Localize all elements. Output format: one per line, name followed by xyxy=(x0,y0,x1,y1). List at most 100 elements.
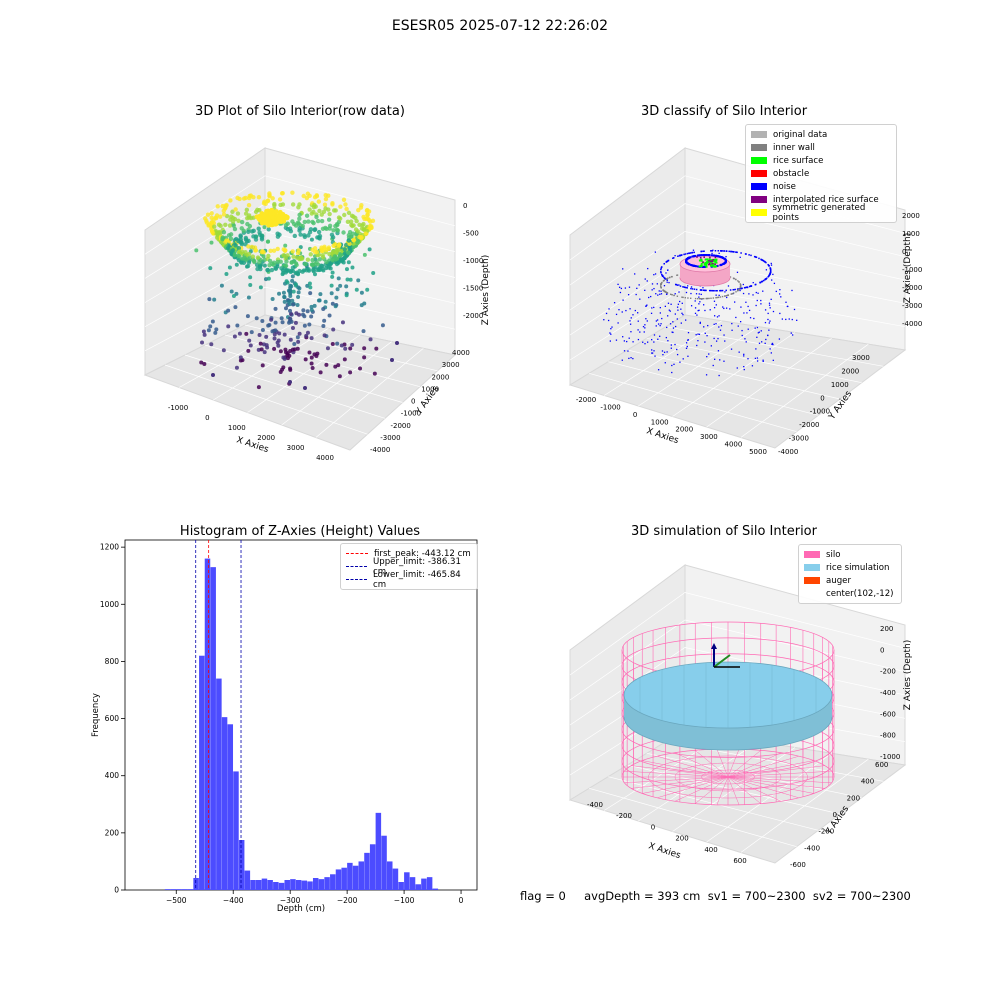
data-point xyxy=(254,316,259,321)
noise-point xyxy=(700,293,702,296)
data-point xyxy=(256,226,261,231)
rice-simulation-surface xyxy=(623,661,833,751)
noise-point xyxy=(764,309,767,311)
data-point xyxy=(284,350,289,355)
data-point xyxy=(364,216,369,222)
auger-arrow xyxy=(711,643,717,649)
data-point xyxy=(226,308,231,313)
rice-surface-point xyxy=(715,259,718,262)
legend-line xyxy=(346,566,367,567)
data-point xyxy=(212,297,217,302)
data-point xyxy=(344,293,349,298)
noise-point xyxy=(755,304,757,307)
noise-point xyxy=(632,341,634,343)
noise-point xyxy=(659,335,661,337)
noise-point xyxy=(686,287,688,289)
data-point xyxy=(298,245,303,250)
data-point xyxy=(239,226,244,231)
legend-entry: first_peak: -443.12 cm xyxy=(374,548,471,559)
data-point xyxy=(336,260,341,265)
data-point xyxy=(272,336,277,341)
noise-point xyxy=(744,338,746,340)
data-point xyxy=(257,230,262,235)
noise-point xyxy=(787,305,789,308)
noise-point xyxy=(666,281,668,283)
noise-point xyxy=(711,289,713,292)
noise-point xyxy=(732,251,734,253)
data-point xyxy=(232,226,238,232)
data-point xyxy=(262,225,267,230)
data-point xyxy=(244,207,250,213)
noise-point xyxy=(720,256,723,259)
noise-point xyxy=(611,326,613,328)
data-point xyxy=(280,320,285,325)
noise-point xyxy=(705,374,708,376)
data-point xyxy=(261,254,266,259)
noise-point xyxy=(690,305,693,307)
noise-point xyxy=(671,331,673,333)
data-point xyxy=(305,257,311,262)
data-point xyxy=(362,252,367,257)
data-point xyxy=(329,283,334,288)
legend-entry: inner wall xyxy=(773,142,815,153)
data-point xyxy=(249,244,255,250)
noise-point xyxy=(664,362,666,364)
histogram-x-label: Depth (cm) xyxy=(277,904,325,914)
noise-point xyxy=(651,349,653,351)
data-point xyxy=(262,213,267,219)
noise-point xyxy=(659,306,661,309)
data-point xyxy=(281,270,286,276)
inner-wall-point xyxy=(660,286,662,289)
noise-point xyxy=(707,324,709,327)
noise-point xyxy=(669,323,672,325)
noise-point xyxy=(678,284,680,286)
y-tick-label: -3000 xyxy=(380,434,400,442)
noise-point xyxy=(653,287,655,290)
noise-point xyxy=(685,291,688,294)
data-point xyxy=(308,252,313,257)
data-point xyxy=(216,230,221,236)
noise-point xyxy=(657,338,659,340)
y-tick-label: 2000 xyxy=(841,367,859,375)
data-point xyxy=(219,283,224,288)
noise-point xyxy=(620,287,623,290)
noise-point xyxy=(724,291,726,293)
noise-point xyxy=(750,254,752,257)
data-point xyxy=(341,197,347,202)
histogram-legend: first_peak: -443.12 cm Upper_limit: -386… xyxy=(340,543,478,590)
z-tick-label: 1000 xyxy=(902,230,920,238)
data-point xyxy=(338,204,343,209)
data-point xyxy=(319,212,324,217)
inner-wall-point xyxy=(676,274,678,276)
noise-point xyxy=(651,289,653,291)
noise-point xyxy=(683,253,685,256)
data-point xyxy=(342,212,347,218)
noise-point xyxy=(762,290,764,292)
histogram-bar xyxy=(221,717,228,890)
data-point xyxy=(274,209,279,214)
data-point xyxy=(288,380,292,384)
noise-point xyxy=(668,281,670,284)
noise-point xyxy=(762,359,764,361)
histogram-bar xyxy=(301,880,308,890)
noise-point xyxy=(767,334,769,336)
data-point xyxy=(326,193,331,198)
data-point xyxy=(248,193,254,198)
data-point xyxy=(236,218,241,224)
data-point xyxy=(288,337,293,342)
data-point xyxy=(354,287,359,292)
noise-point xyxy=(755,256,758,259)
z-tick-label: 2000 xyxy=(902,212,920,220)
noise-point xyxy=(741,334,743,337)
data-point xyxy=(209,211,214,216)
inner-wall-point xyxy=(708,297,710,300)
noise-point xyxy=(661,274,664,277)
plot4-z-ticks: -1000 -800 -600 -400 -200 0 200 xyxy=(880,625,900,761)
legend-entry: rice simulation xyxy=(826,562,890,573)
data-point xyxy=(297,226,302,231)
noise-point xyxy=(651,352,654,354)
histogram-bar xyxy=(409,877,416,890)
data-point xyxy=(309,336,314,341)
noise-point xyxy=(644,343,646,345)
noise-point xyxy=(699,321,701,324)
